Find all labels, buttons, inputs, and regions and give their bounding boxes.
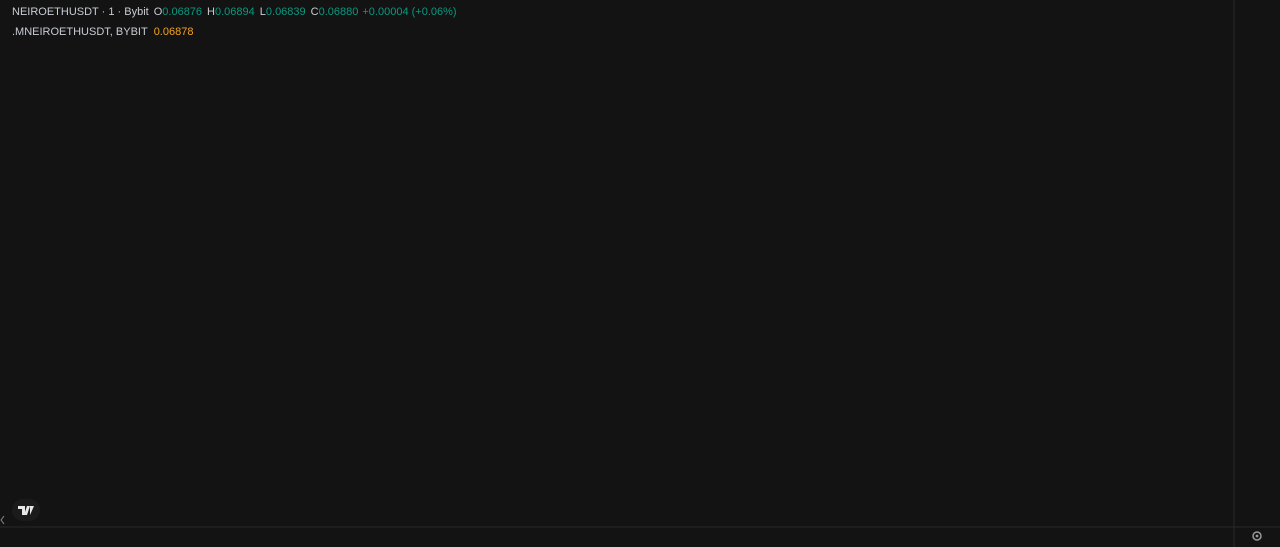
mark-symbol: .MNEIROETHUSDT, BYBIT	[12, 26, 148, 38]
symbol: NEIROETHUSDT · 1 · Bybit	[12, 6, 149, 18]
ohlc: O0.06876 H0.06894 L0.06839 C0.06880	[149, 6, 359, 18]
logo-mark	[18, 506, 34, 515]
tv-logo	[12, 499, 40, 521]
ohlc-key: C	[310, 6, 319, 18]
gear-hub[interactable]	[1255, 534, 1259, 538]
ohlc-key: O	[153, 6, 163, 18]
ohlc-value: 0.06894	[215, 6, 255, 18]
legend-row: .MNEIROETHUSDT, BYBIT 0.06878	[12, 22, 457, 42]
mark-value: 0.06878	[153, 26, 194, 38]
ohlc-key: L	[259, 6, 266, 18]
ohlc-value: 0.06839	[265, 6, 306, 18]
ohlc-key: H	[207, 6, 215, 18]
ohlc-value: 0.06876	[162, 6, 203, 18]
legend: NEIROETHUSDT · 1 · Bybit O0.06876 H0.06894…	[12, 2, 457, 42]
change: +0.00004 (+0.06%)	[362, 6, 457, 18]
legend-row: NEIROETHUSDT · 1 · Bybit O0.06876 H0.06894…	[12, 2, 457, 22]
ohlc-value: 0.06880	[318, 6, 359, 18]
settings-button[interactable]	[1252, 531, 1262, 541]
gear-icon[interactable]	[1252, 531, 1262, 541]
scroll-left[interactable]	[0, 515, 5, 525]
